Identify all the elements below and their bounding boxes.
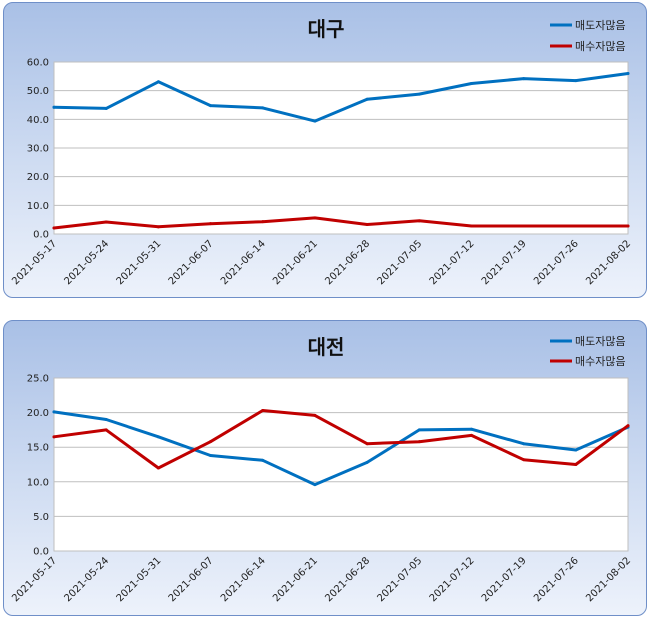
x-tick-label: 2021-06-21	[271, 555, 320, 604]
data-point	[313, 413, 317, 417]
data-point	[52, 226, 56, 230]
data-point	[313, 483, 317, 487]
series-line-sellers	[52, 410, 630, 487]
x-tick-label: 2021-05-17	[10, 238, 59, 287]
data-point	[469, 82, 473, 85]
y-tick-label: 40.0	[27, 115, 49, 126]
data-point	[261, 106, 265, 110]
data-point	[52, 105, 56, 109]
data-point	[365, 97, 369, 101]
data-point	[104, 418, 108, 422]
data-point	[417, 92, 421, 96]
data-point	[365, 442, 369, 446]
data-point	[209, 440, 213, 444]
x-tick-label: 2021-07-12	[428, 555, 477, 604]
x-tick-label: 2021-05-31	[115, 238, 164, 287]
data-point	[209, 222, 213, 226]
data-point	[626, 71, 630, 75]
data-point	[52, 435, 56, 439]
x-tick-label: 2021-05-24	[62, 238, 111, 287]
x-tick-label: 2021-07-05	[376, 555, 425, 604]
x-tick-label: 2021-06-28	[323, 238, 372, 287]
x-tick-label: 2021-07-05	[376, 238, 425, 287]
y-tick-label: 15.0	[27, 443, 49, 454]
x-tick-label: 2021-05-24	[62, 555, 111, 604]
data-point	[104, 106, 108, 110]
data-point	[626, 424, 630, 428]
x-tick-label: 2021-08-02	[584, 555, 633, 604]
x-tick-label: 2021-06-14	[219, 238, 268, 287]
data-point	[522, 458, 526, 462]
x-tick-label: 2021-07-19	[480, 555, 529, 604]
data-point	[522, 224, 526, 228]
data-point	[574, 224, 578, 228]
data-point	[417, 219, 421, 223]
data-point	[626, 224, 630, 228]
y-tick-label: 20.0	[27, 408, 49, 419]
x-tick-label: 2021-06-28	[323, 555, 372, 604]
data-point	[156, 466, 160, 470]
data-point	[261, 409, 265, 413]
x-tick-label: 2021-07-26	[532, 238, 581, 287]
y-tick-label: 60.0	[27, 58, 49, 69]
data-point	[156, 435, 160, 439]
x-tick-label: 2021-05-31	[115, 555, 164, 604]
x-tick-label: 2021-07-26	[532, 555, 581, 604]
data-point	[574, 448, 578, 452]
data-point	[522, 442, 526, 446]
data-point	[417, 428, 421, 432]
data-point	[52, 410, 56, 414]
y-tick-label: 20.0	[27, 172, 49, 183]
data-point	[209, 104, 213, 108]
data-point	[104, 428, 108, 432]
series-line-buyers	[52, 216, 630, 230]
data-point	[209, 454, 213, 458]
data-point	[313, 119, 317, 123]
data-point	[574, 79, 578, 83]
y-tick-label: 25.0	[27, 374, 49, 385]
chart-title: 대전	[308, 335, 345, 359]
x-tick-label: 2021-08-02	[584, 238, 633, 287]
data-point	[261, 458, 265, 462]
x-tick-label: 2021-06-07	[167, 238, 216, 287]
y-tick-label: 10.0	[27, 201, 49, 212]
legend-label: 매수자많음	[575, 40, 626, 53]
data-point	[365, 460, 369, 464]
x-tick-label: 2021-06-21	[271, 238, 320, 287]
y-tick-label: 0.0	[33, 547, 49, 558]
series-line-sellers	[52, 72, 630, 123]
data-point	[156, 80, 160, 84]
y-tick-label: 5.0	[33, 512, 49, 523]
legend-label: 매도자많음	[575, 19, 626, 32]
data-point	[261, 220, 265, 224]
y-tick-label: 10.0	[27, 477, 49, 488]
data-point	[156, 225, 160, 229]
data-point	[417, 440, 421, 444]
data-point	[104, 220, 108, 224]
chart-title: 대구	[308, 17, 345, 41]
legend-label: 매수자많음	[575, 355, 626, 368]
data-point	[469, 433, 473, 437]
x-tick-label: 2021-06-14	[219, 555, 268, 604]
x-tick-label: 2021-05-17	[10, 555, 59, 604]
data-point	[313, 216, 317, 220]
x-tick-label: 2021-06-07	[167, 555, 216, 604]
x-tick-label: 2021-07-19	[480, 238, 529, 287]
plot-area	[53, 377, 629, 552]
data-point	[469, 427, 473, 431]
y-tick-label: 30.0	[27, 144, 49, 155]
legend-label: 매도자많음	[575, 335, 626, 348]
y-tick-label: 0.0	[33, 230, 49, 241]
data-point	[574, 463, 578, 466]
data-point	[522, 77, 526, 81]
x-tick-label: 2021-07-12	[428, 238, 477, 287]
data-point	[365, 223, 369, 227]
data-point	[469, 224, 473, 228]
y-tick-label: 50.0	[27, 86, 49, 97]
series-line-buyers	[52, 409, 630, 470]
